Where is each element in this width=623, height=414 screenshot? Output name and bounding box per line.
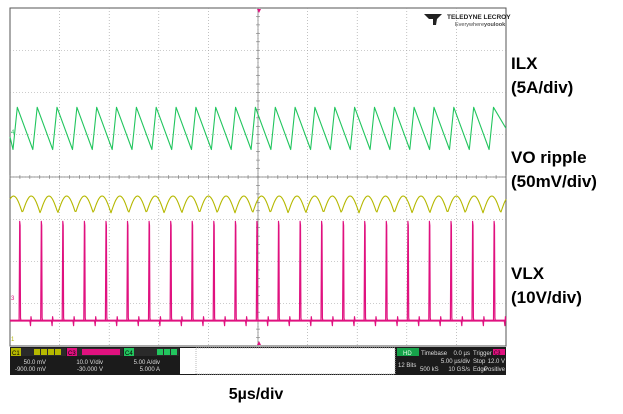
brand-tagline: Everywhereyoulook: [455, 22, 506, 28]
ch4-id: C4: [125, 351, 133, 357]
ch3-id: C3: [68, 351, 76, 357]
ch3-descriptor[interactable]: C3 10.0 V/div -30.000 V: [67, 348, 123, 373]
teledyne-logo-icon: [424, 14, 442, 25]
timebase-delay: 0.0 µs: [454, 351, 470, 357]
trigger-slope: Positive: [484, 367, 506, 373]
ilx-name: ILX: [511, 54, 538, 73]
ch3-scale: 10.0 V/div: [76, 360, 103, 366]
ch4-scale: 5.00 A/div: [134, 360, 160, 366]
ch4-offset: 5.000 A: [140, 367, 160, 373]
channel-info-bar: C1 50.0 mV -900.00 mV C3 10.0 V/div -30.…: [10, 347, 506, 375]
grid: [9, 7, 507, 347]
ch1-scale: 50.0 mV: [24, 360, 46, 366]
ch3-ground-marker: 3: [11, 296, 15, 302]
ch1-offset: -900.00 mV: [15, 367, 46, 373]
vo-ripple-label: VO ripple (50mV/div): [511, 146, 597, 194]
timebase-panel[interactable]: Timebase 0.0 µs 5.00 µs/div 500 kS 10 GS…: [420, 351, 470, 373]
vo-ripple-name: VO ripple: [511, 148, 587, 167]
timebase-label: Timebase: [421, 351, 448, 357]
hd-badge: HD: [403, 351, 412, 357]
trigger-label: Trigger: [473, 351, 492, 357]
trigger-panel[interactable]: Trigger C3 Stop 12.0 V Edge Positive: [473, 349, 506, 373]
teledyne-logo: TELEDYNE LECROY Everywhereyoulook: [424, 14, 511, 28]
vlx-scale: (10V/div): [511, 288, 582, 307]
trigger-time-marker: [257, 9, 261, 13]
sample-count: 500 kS: [420, 367, 439, 373]
ch4-ground-marker: 4: [11, 130, 15, 136]
timebase-div: 5.00 µs/div: [441, 359, 470, 365]
vlx-label: VLX (10V/div): [511, 262, 582, 310]
trigger-type: Edge: [473, 367, 488, 373]
brand-name: TELEDYNE LECROY: [447, 14, 511, 21]
acquisition-panel[interactable]: HD 12 Bits: [397, 348, 419, 369]
ch1-id: C1: [12, 351, 20, 357]
trigger-mode: Stop: [473, 359, 486, 365]
brand-tagline-suffix: youlook: [484, 22, 506, 28]
series-ilx-trace: [9, 106, 507, 151]
ch3-offset: -30.000 V: [77, 367, 103, 373]
brand-tagline-prefix: Everywhere: [455, 22, 484, 28]
ilx-scale: (5A/div): [511, 78, 574, 97]
x-axis-label: 5µs/div: [228, 386, 284, 403]
vlx-name: VLX: [511, 264, 545, 283]
sample-rate: 10 GS/s: [448, 367, 470, 373]
trigger-time-marker-bottom: [257, 341, 261, 345]
ch1-ground-marker: 1: [11, 337, 15, 343]
trigger-source: C3: [494, 351, 501, 357]
series-vo-ripple-trace: [9, 195, 507, 214]
bits-readout: 12 Bits: [398, 363, 416, 369]
ch4-descriptor[interactable]: C4 5.00 A/div 5.000 A: [124, 348, 179, 373]
trigger-level: 12.0 V: [488, 359, 505, 365]
traces: [9, 106, 507, 327]
vo-ripple-scale: (50mV/div): [511, 172, 597, 191]
ch1-descriptor[interactable]: C1 50.0 mV -900.00 mV: [11, 348, 66, 373]
ilx-label: ILX (5A/div): [511, 52, 573, 100]
